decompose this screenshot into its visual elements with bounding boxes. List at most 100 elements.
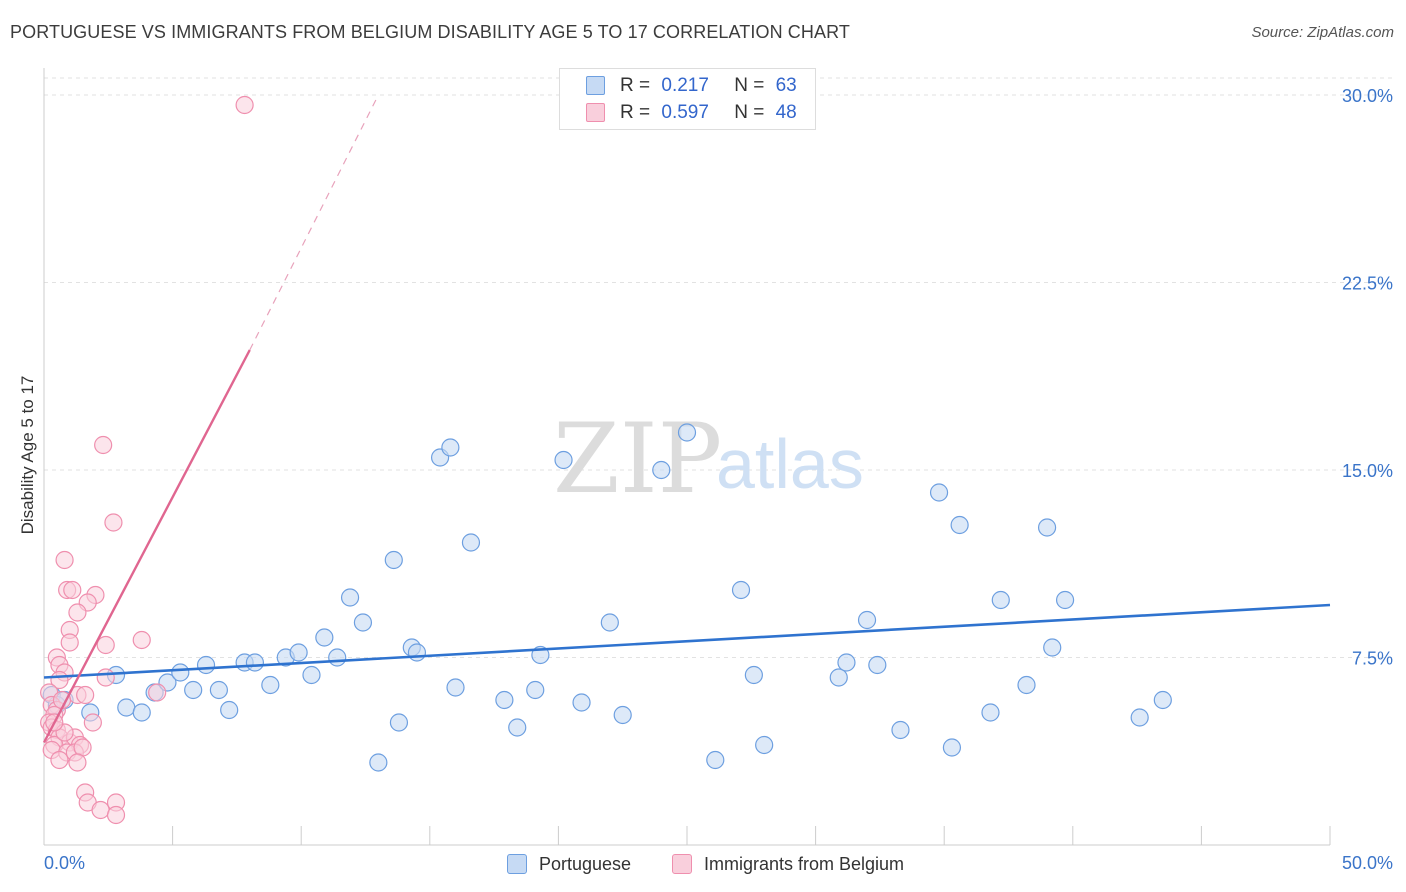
legend-r-value: 0.597 bbox=[661, 102, 709, 123]
data-point-portuguese bbox=[950, 515, 969, 535]
legend-item-portuguese: Portuguese bbox=[507, 852, 631, 876]
data-point-portuguese bbox=[369, 753, 388, 772]
correlation-legend: R = 0.217 N = 63 R = 0.597 N = 48 bbox=[559, 68, 816, 130]
legend-swatch-portuguese bbox=[586, 76, 605, 95]
data-point-portuguese bbox=[1130, 708, 1149, 727]
gridlines bbox=[44, 77, 1392, 658]
trend-line-portuguese bbox=[43, 603, 1331, 679]
data-point-portuguese bbox=[891, 720, 910, 740]
data-point-portuguese bbox=[829, 668, 848, 687]
data-point-portuguese bbox=[446, 678, 465, 697]
watermark: ZIP atlas bbox=[553, 403, 864, 515]
data-point-portuguese bbox=[731, 580, 751, 600]
watermark-zip: ZIP bbox=[553, 403, 722, 515]
data-point-portuguese bbox=[744, 665, 763, 685]
data-point-portuguese bbox=[868, 655, 887, 675]
data-point-portuguese bbox=[677, 423, 697, 442]
data-point-belgium bbox=[76, 685, 95, 705]
y-axis-label: Disability Age 5 to 17 bbox=[18, 375, 37, 535]
data-point-belgium bbox=[83, 713, 102, 732]
data-point-portuguese bbox=[340, 588, 360, 607]
data-point-portuguese bbox=[302, 665, 321, 685]
x-tick-label: 0.0% bbox=[44, 853, 85, 873]
data-point-belgium bbox=[68, 603, 87, 622]
data-point-portuguese bbox=[613, 705, 632, 725]
y-tick-label: 30.0% bbox=[1342, 86, 1393, 106]
data-point-portuguese bbox=[857, 610, 877, 630]
data-point-belgium bbox=[132, 630, 151, 650]
data-point-belgium bbox=[96, 635, 115, 655]
y-tick-label: 15.0% bbox=[1342, 461, 1393, 481]
legend-swatch-belgium bbox=[586, 103, 605, 122]
data-point-portuguese bbox=[1037, 518, 1057, 537]
data-point-portuguese bbox=[384, 550, 403, 570]
trend-line-belgium bbox=[42, 349, 251, 744]
data-point-belgium bbox=[94, 435, 113, 455]
data-point-belgium bbox=[106, 805, 126, 825]
data-point-portuguese bbox=[929, 483, 949, 502]
data-point-portuguese bbox=[526, 680, 545, 700]
data-point-portuguese bbox=[171, 663, 190, 682]
trend-extension-belgium bbox=[249, 94, 379, 351]
data-point-portuguese bbox=[508, 718, 527, 737]
legend-n-value: 63 bbox=[775, 75, 797, 96]
data-point-portuguese bbox=[184, 680, 203, 700]
data-point-portuguese bbox=[652, 460, 671, 480]
data-point-belgium bbox=[68, 753, 87, 772]
data-point-portuguese bbox=[1055, 590, 1075, 610]
data-point-belgium bbox=[55, 550, 74, 570]
legend-swatch-belgium bbox=[672, 854, 692, 874]
data-point-portuguese bbox=[389, 713, 409, 732]
data-point-portuguese bbox=[495, 690, 514, 710]
data-point-portuguese bbox=[117, 698, 136, 717]
data-point-portuguese bbox=[981, 703, 1000, 722]
legend-n-value: 48 bbox=[775, 102, 797, 123]
legend-n-label: N = bbox=[734, 75, 765, 96]
data-point-belgium bbox=[91, 800, 110, 820]
data-point-portuguese bbox=[245, 653, 265, 672]
data-point-portuguese bbox=[755, 735, 774, 755]
data-point-portuguese bbox=[209, 680, 228, 700]
data-point-portuguese bbox=[132, 703, 151, 722]
data-point-portuguese bbox=[461, 533, 481, 552]
data-point-portuguese bbox=[289, 643, 308, 662]
data-point-portuguese bbox=[328, 648, 347, 667]
data-point-belgium bbox=[50, 750, 69, 770]
data-point-belgium bbox=[148, 683, 167, 702]
data-point-portuguese bbox=[220, 700, 239, 720]
y-tick-label: 7.5% bbox=[1352, 649, 1393, 669]
data-point-portuguese bbox=[706, 750, 725, 770]
legend-r-label: R = bbox=[620, 75, 651, 96]
data-point-belgium bbox=[60, 633, 79, 652]
legend-r-value: 0.217 bbox=[661, 75, 709, 96]
watermark-atlas: atlas bbox=[716, 425, 864, 503]
data-point-belgium bbox=[104, 513, 123, 532]
data-point-portuguese bbox=[353, 613, 373, 632]
data-point-portuguese bbox=[441, 438, 460, 457]
data-point-portuguese bbox=[407, 643, 427, 662]
legend-swatch-portuguese bbox=[507, 854, 527, 874]
data-point-portuguese bbox=[261, 675, 280, 695]
data-point-portuguese bbox=[572, 693, 591, 712]
belgium-points bbox=[40, 95, 254, 825]
data-point-portuguese bbox=[1017, 675, 1036, 695]
y-tick-label: 22.5% bbox=[1342, 274, 1393, 294]
chart-title: PORTUGUESE VS IMMIGRANTS FROM BELGIUM DI… bbox=[10, 22, 850, 42]
data-point-portuguese bbox=[1153, 690, 1172, 710]
data-point-portuguese bbox=[837, 653, 856, 672]
data-point-belgium bbox=[235, 95, 254, 115]
legend-label-portuguese: Portuguese bbox=[539, 853, 632, 874]
tick-labels: 7.5% 15.0% 22.5% 30.0% 0.0% 50.0% bbox=[44, 86, 1393, 873]
legend-item-belgium: Immigrants from Belgium bbox=[672, 852, 904, 876]
data-point-portuguese bbox=[1043, 638, 1062, 657]
data-point-belgium bbox=[96, 668, 115, 687]
data-point-belgium bbox=[63, 580, 82, 600]
data-point-portuguese bbox=[942, 738, 962, 757]
data-point-portuguese bbox=[991, 590, 1010, 610]
data-point-portuguese bbox=[600, 613, 619, 632]
data-point-portuguese bbox=[554, 450, 573, 470]
data-point-portuguese bbox=[196, 655, 216, 675]
x-tick-label: 50.0% bbox=[1342, 853, 1393, 873]
legend-r-label: R = bbox=[620, 102, 651, 123]
trend-lines bbox=[42, 94, 1331, 744]
